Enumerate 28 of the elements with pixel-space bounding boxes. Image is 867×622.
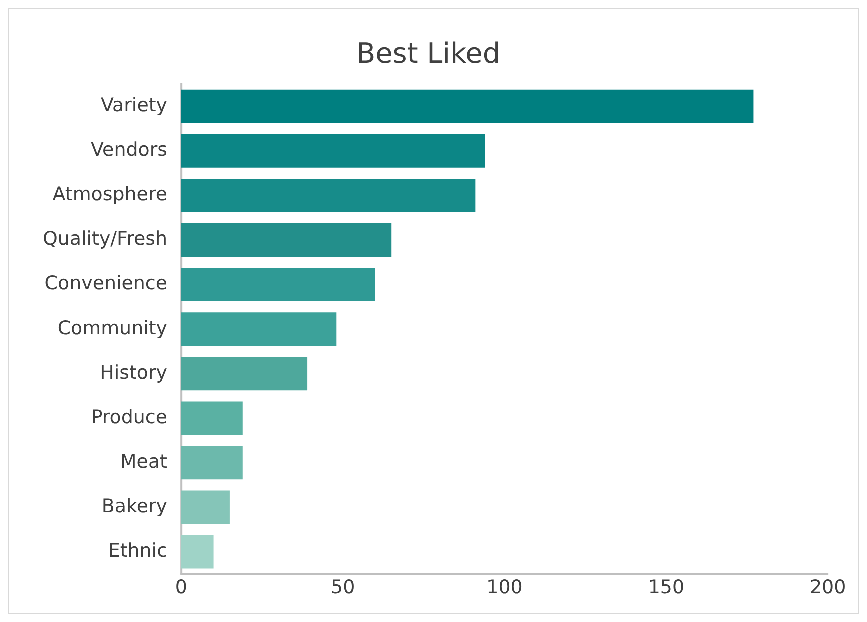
y-tick-label: Produce: [91, 406, 168, 428]
bar: [181, 490, 230, 524]
bar: [181, 134, 486, 168]
bar: [181, 357, 308, 391]
x-tick-label: 0: [175, 576, 188, 599]
y-tick-label: History: [100, 362, 168, 384]
bar: [181, 224, 392, 257]
bar: [181, 402, 243, 436]
bar: [181, 90, 754, 124]
bar: [181, 179, 476, 212]
chart-title: Best Liked: [356, 36, 501, 70]
y-tick-label: Community: [58, 317, 168, 340]
bar: [181, 312, 337, 346]
bar: [181, 535, 214, 569]
bar: [181, 268, 376, 302]
bar: [181, 446, 243, 480]
y-tick-label: Bakery: [102, 495, 168, 518]
y-tick-label: Variety: [101, 94, 168, 117]
y-tick-label: Meat: [120, 450, 168, 473]
y-tick-label: Ethnic: [108, 540, 168, 562]
y-tick-label: Quality/Fresh: [42, 228, 168, 250]
y-tick-label: Vendors: [91, 139, 168, 162]
x-tick-label: 200: [810, 576, 846, 599]
y-tick-label: Atmosphere: [52, 184, 168, 206]
y-tick-label: Convenience: [44, 272, 168, 295]
x-tick-label: 50: [331, 576, 356, 599]
x-tick-label: 100: [486, 576, 523, 599]
x-tick-label: 150: [648, 576, 685, 599]
